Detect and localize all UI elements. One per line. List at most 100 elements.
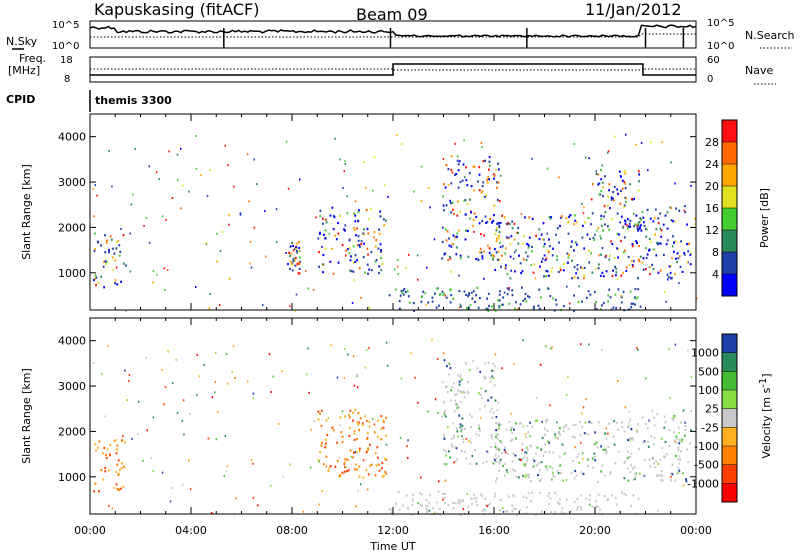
- echo-pixel: [672, 419, 675, 422]
- echo-pixel: [525, 300, 528, 303]
- echo-pixel: [601, 271, 604, 274]
- noise-pixel: [580, 441, 582, 444]
- echo-pixel: [397, 491, 400, 494]
- echo-pixel: [398, 307, 401, 310]
- noise-pixel: [551, 267, 553, 269]
- echo-pixel: [583, 221, 586, 224]
- echo-pixel: [452, 422, 455, 425]
- noise-pixel: [275, 208, 278, 211]
- echo-pixel: [455, 236, 457, 239]
- echo-pixel: [575, 272, 577, 275]
- echo-pixel: [348, 238, 351, 241]
- echo-pixel: [689, 253, 692, 256]
- echo-pixel: [451, 445, 454, 448]
- echo-pixel: [545, 418, 548, 421]
- echo-pixel: [384, 470, 387, 473]
- noise-pixel: [385, 443, 388, 446]
- echo-pixel: [678, 442, 681, 445]
- noise-pixel: [92, 187, 95, 190]
- echo-pixel: [580, 267, 583, 270]
- noise-pixel: [595, 170, 597, 173]
- echo-pixel: [499, 440, 502, 443]
- echo-pixel: [630, 452, 633, 455]
- echo-pixel: [425, 507, 427, 510]
- echo-pixel: [634, 287, 637, 291]
- echo-pixel: [104, 234, 106, 237]
- noise-pixel: [530, 264, 532, 266]
- echo-pixel: [115, 247, 118, 250]
- echo-pixel: [364, 415, 367, 418]
- echo-pixel: [448, 373, 451, 376]
- echo-pixel: [587, 433, 590, 436]
- echo-pixel: [360, 243, 363, 246]
- echo-pixel: [465, 229, 467, 232]
- echo-pixel: [335, 238, 338, 241]
- echo-pixel: [627, 225, 630, 228]
- noise-pixel: [226, 382, 229, 385]
- echo-pixel: [460, 430, 463, 433]
- echo-pixel: [504, 462, 507, 465]
- echo-pixel: [486, 181, 489, 184]
- echo-pixel: [609, 472, 611, 475]
- noise-pixel: [216, 260, 218, 263]
- echo-pixel: [498, 424, 500, 427]
- echo-pixel: [445, 450, 447, 453]
- noise-pixel: [368, 306, 371, 309]
- echo-pixel: [326, 433, 329, 437]
- echo-pixel: [666, 227, 669, 230]
- noise-pixel: [633, 260, 635, 263]
- noise-pixel: [127, 380, 130, 382]
- echo-pixel: [676, 252, 679, 255]
- noise-pixel: [383, 184, 386, 186]
- echo-pixel: [638, 221, 641, 224]
- echo-pixel: [597, 421, 600, 424]
- echo-pixel: [488, 304, 490, 308]
- echo-pixel: [625, 266, 628, 269]
- echo-pixel: [642, 441, 645, 444]
- echo-pixel: [608, 422, 610, 425]
- echo-pixel: [531, 425, 534, 428]
- echo-pixel: [484, 509, 487, 512]
- echo-pixel: [322, 222, 324, 225]
- echo-pixel: [367, 447, 369, 450]
- echo-pixel: [374, 245, 377, 248]
- noise-pixel: [310, 428, 312, 431]
- echo-pixel: [470, 426, 472, 429]
- noise-pixel: [336, 376, 339, 379]
- echo-pixel: [598, 193, 601, 196]
- echo-pixel: [492, 219, 495, 222]
- noise-pixel: [410, 352, 412, 355]
- echo-pixel: [632, 438, 634, 441]
- echo-pixel: [623, 170, 626, 173]
- echo-pixel: [453, 436, 456, 439]
- echo-pixel: [664, 214, 667, 217]
- echo-pixel: [402, 289, 405, 292]
- echo-pixel: [459, 210, 462, 214]
- echo-pixel: [462, 500, 464, 503]
- echo-pixel: [501, 245, 504, 248]
- noise-pixel: [397, 273, 399, 275]
- echo-pixel: [684, 211, 687, 214]
- noise-pixel: [176, 411, 179, 414]
- noise-pixel: [628, 410, 631, 413]
- echo-pixel: [602, 448, 605, 451]
- echo-pixel: [632, 478, 635, 481]
- echo-pixel: [452, 208, 454, 211]
- echo-pixel: [571, 259, 573, 262]
- echo-pixel: [591, 212, 594, 215]
- echo-pixel: [672, 220, 675, 223]
- echo-pixel: [621, 425, 624, 428]
- echo-pixel: [593, 443, 596, 446]
- echo-pixel: [557, 270, 560, 273]
- noise-pixel: [682, 472, 684, 475]
- noise-pixel: [387, 195, 389, 198]
- echo-pixel: [498, 293, 501, 296]
- echo-pixel: [581, 236, 584, 239]
- echo-pixel: [445, 463, 448, 466]
- echo-pixel: [413, 302, 415, 305]
- echo-pixel: [566, 252, 569, 255]
- noise-pixel: [226, 465, 229, 468]
- noise-pixel: [473, 231, 475, 233]
- echo-pixel: [590, 223, 592, 226]
